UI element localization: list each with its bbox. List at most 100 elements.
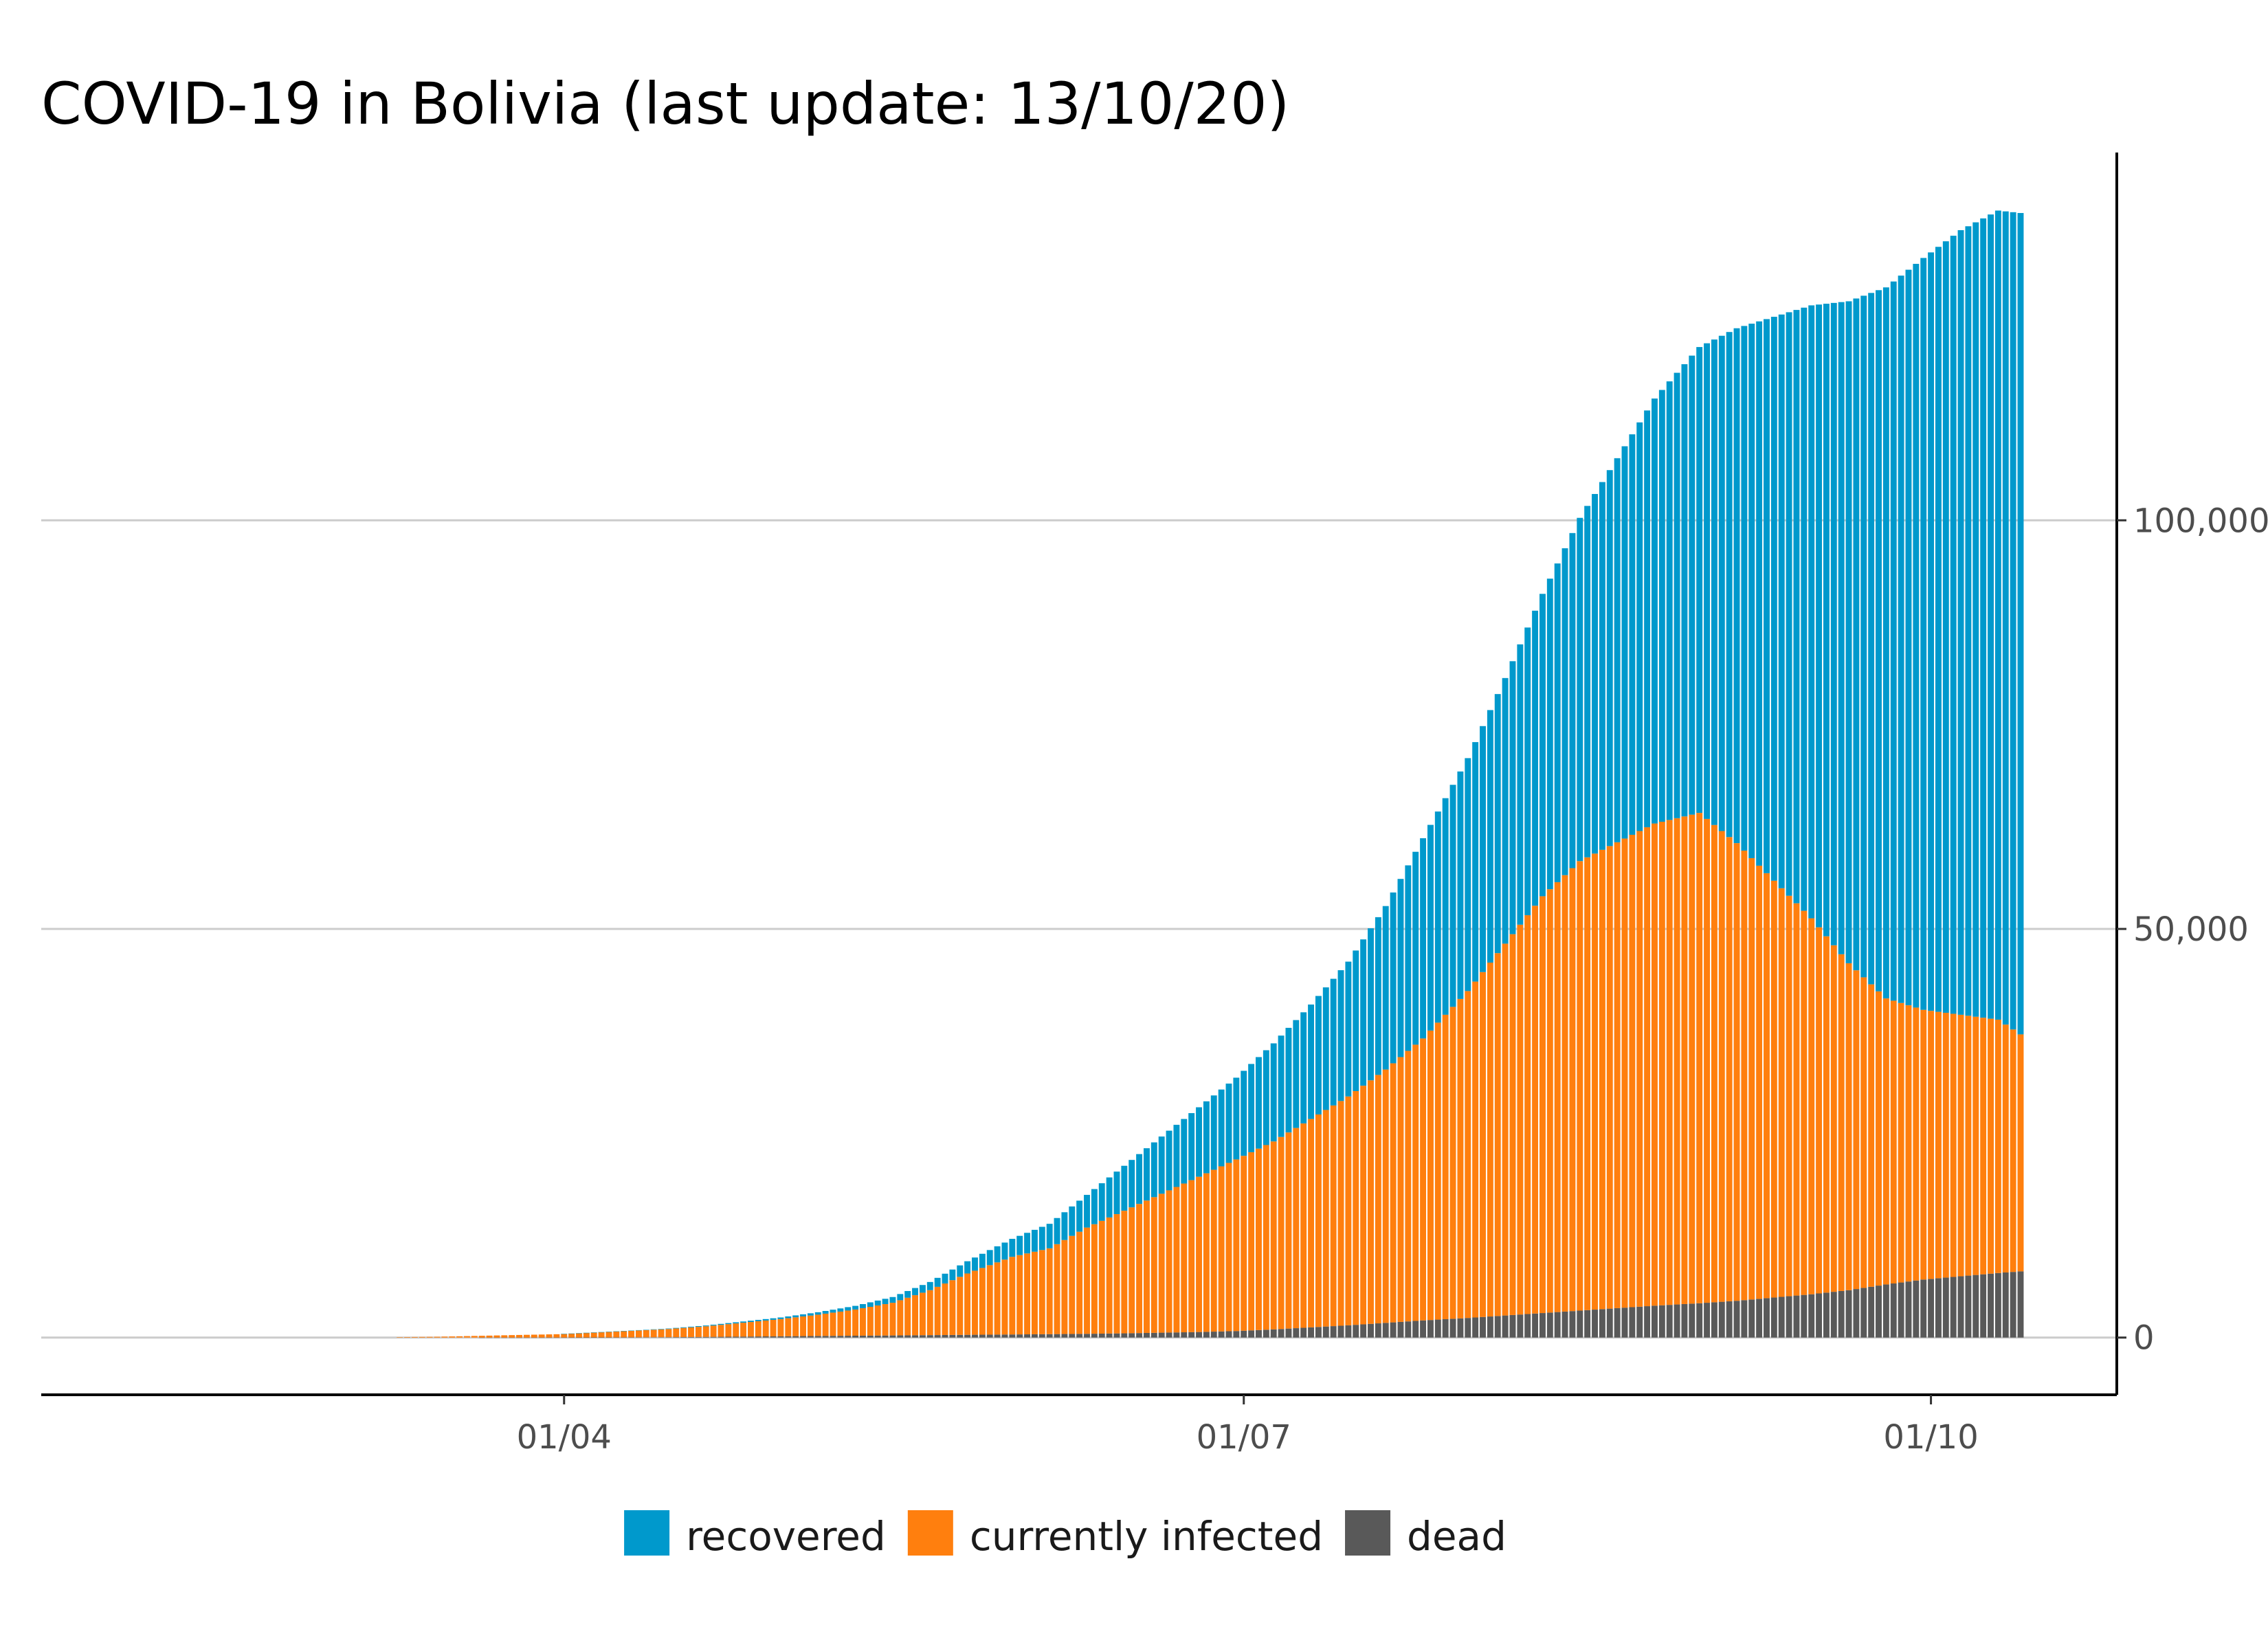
bar-dead	[1614, 1308, 1621, 1338]
bar-recovered	[904, 1290, 911, 1298]
bar-currently-infected	[1397, 1057, 1404, 1322]
bar-recovered	[1502, 677, 1509, 944]
bar-currently-infected	[1038, 1250, 1045, 1334]
bar-currently-infected	[590, 1332, 597, 1338]
bar-currently-infected	[1965, 1016, 1972, 1276]
bar-currently-infected	[665, 1329, 672, 1338]
bar-recovered	[770, 1318, 777, 1320]
bar-recovered	[1913, 264, 1920, 1008]
bar-recovered	[949, 1269, 956, 1281]
bar-currently-infected	[718, 1325, 724, 1337]
bar-recovered	[762, 1319, 769, 1321]
bar-recovered	[2017, 213, 2024, 1035]
bar-dead	[1838, 1290, 1845, 1338]
bar-dead	[1046, 1334, 1053, 1338]
bar-dead	[1472, 1317, 1479, 1338]
bar-dead	[942, 1334, 948, 1338]
bar-dead	[1599, 1309, 1605, 1338]
bar-recovered	[1173, 1125, 1180, 1187]
bar-recovered	[1718, 335, 1725, 831]
bar-currently-infected	[792, 1317, 799, 1336]
bar-dead	[1427, 1320, 1434, 1338]
bar-dead	[1770, 1297, 1777, 1338]
bar-dead	[733, 1336, 740, 1338]
bar-dead	[1658, 1305, 1665, 1338]
bar-dead	[695, 1336, 702, 1338]
bar-currently-infected	[680, 1327, 687, 1337]
bar-dead	[1860, 1288, 1867, 1338]
bar-dead	[1644, 1306, 1651, 1338]
bar-recovered	[1577, 517, 1583, 862]
bar-recovered	[740, 1321, 747, 1323]
bar-recovered	[1942, 241, 1949, 1013]
bar-recovered	[792, 1315, 799, 1318]
bar-currently-infected	[1546, 889, 1553, 1313]
bar-currently-infected	[1434, 1022, 1441, 1320]
bar-dead	[830, 1336, 836, 1338]
bar-currently-infected	[1263, 1145, 1269, 1330]
bar-currently-infected	[1980, 1018, 1987, 1275]
y-tick-label: 50,000	[2133, 910, 2249, 949]
bar-recovered	[1188, 1113, 1195, 1180]
bar-dead	[852, 1336, 859, 1338]
bar-dead	[635, 1337, 642, 1338]
bar-recovered	[1016, 1235, 1023, 1255]
bar-currently-infected	[926, 1290, 933, 1336]
bar-dead	[1084, 1334, 1090, 1338]
bar-recovered	[1345, 961, 1352, 1097]
bar-currently-infected	[1517, 924, 1524, 1315]
bars	[397, 210, 2024, 1338]
bar-currently-infected	[1674, 818, 1680, 1305]
bar-currently-infected	[1241, 1156, 1247, 1331]
bar-currently-infected	[1636, 831, 1643, 1307]
bar-currently-infected	[1188, 1180, 1195, 1332]
bar-currently-infected	[1972, 1016, 1979, 1275]
bar-currently-infected	[1494, 953, 1501, 1316]
bar-dead	[2017, 1271, 2024, 1338]
bar-recovered	[1038, 1226, 1045, 1250]
bar-dead	[688, 1336, 694, 1338]
bar-currently-infected	[979, 1268, 986, 1335]
bar-recovered	[1584, 506, 1591, 857]
bar-currently-infected	[1375, 1075, 1381, 1324]
bar-currently-infected	[755, 1321, 761, 1337]
bar-currently-infected	[613, 1331, 620, 1338]
bar-dead	[1830, 1292, 1837, 1338]
bar-dead	[2002, 1272, 2009, 1338]
bar-recovered	[1882, 287, 1889, 999]
legend-swatch	[907, 1510, 953, 1556]
bar-recovered	[1658, 390, 1665, 822]
bar-currently-infected	[1457, 998, 1464, 1319]
bar-currently-infected	[1801, 910, 1808, 1295]
bar-currently-infected	[852, 1309, 859, 1336]
bar-recovered	[1353, 950, 1359, 1091]
bar-dead	[747, 1336, 754, 1338]
bar-recovered	[1606, 470, 1613, 846]
bar-dead	[1584, 1310, 1591, 1338]
bar-dead	[1517, 1314, 1524, 1338]
bar-dead	[590, 1337, 597, 1338]
bar-recovered	[1599, 482, 1605, 850]
bar-currently-infected	[404, 1337, 410, 1338]
bar-currently-infected	[1129, 1207, 1135, 1334]
bar-dead	[650, 1337, 657, 1338]
bar-currently-infected	[740, 1323, 747, 1337]
bar-recovered	[1928, 252, 1935, 1011]
bar-currently-infected	[1770, 880, 1777, 1298]
bar-dead	[710, 1336, 717, 1338]
bar-currently-infected	[1808, 918, 1815, 1294]
bar-recovered	[1308, 1005, 1315, 1119]
bar-dead	[1069, 1334, 1076, 1338]
bar-recovered	[919, 1285, 926, 1293]
bar-recovered	[1278, 1035, 1285, 1137]
bar-dead	[725, 1336, 732, 1338]
bar-dead	[1241, 1330, 1247, 1338]
bar-recovered	[1644, 410, 1651, 828]
bar-dead	[1285, 1328, 1292, 1338]
bar-dead	[1666, 1305, 1673, 1338]
bar-recovered	[1322, 987, 1329, 1110]
bar-recovered	[1689, 355, 1696, 815]
bar-currently-infected	[1748, 857, 1755, 1300]
bar-currently-infected	[1285, 1132, 1292, 1329]
bar-currently-infected	[1524, 915, 1531, 1314]
